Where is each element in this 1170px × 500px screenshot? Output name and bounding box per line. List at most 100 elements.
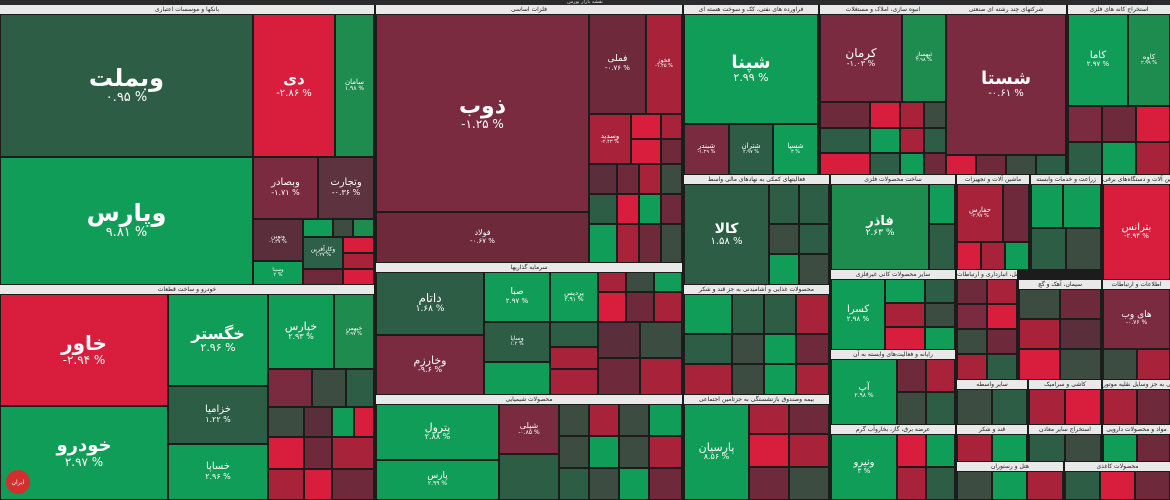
tile-small[interactable]	[589, 404, 619, 436]
tile-saman[interactable]: سامان ۱.۹۸ %	[335, 14, 374, 157]
tile-small[interactable]	[304, 437, 332, 469]
tile-small[interactable]	[900, 102, 924, 128]
tile-small[interactable]	[589, 224, 617, 263]
tile-small[interactable]	[897, 359, 926, 392]
tile-small[interactable]	[640, 322, 682, 358]
tile-fameli[interactable]: فملی -۰.۷۶ %	[589, 14, 646, 114]
tile-small[interactable]	[354, 407, 374, 437]
tile-small[interactable]	[1137, 389, 1170, 425]
tile-small[interactable]	[353, 219, 374, 237]
tile-small[interactable]	[1029, 389, 1065, 425]
tile-small[interactable]	[626, 272, 654, 292]
tile-small[interactable]	[1136, 142, 1170, 175]
tile-small[interactable]	[598, 358, 640, 395]
tile-small[interactable]	[957, 354, 987, 380]
tile-ap[interactable]: آپ ۲.۹۸ %	[831, 359, 897, 425]
tile-small[interactable]	[332, 407, 354, 437]
tile-small[interactable]	[1006, 155, 1036, 175]
tile-fekhooz[interactable]: فخوز -۱.۲۵ %	[646, 14, 682, 114]
tile-small[interactable]	[1063, 184, 1101, 228]
tile-dey[interactable]: دی -۲.۸۶ %	[253, 14, 335, 157]
tile-small[interactable]	[1060, 289, 1101, 319]
tile-small[interactable]	[619, 468, 649, 500]
tile-small[interactable]	[617, 194, 639, 224]
tile-small[interactable]	[1136, 106, 1170, 142]
tile-small[interactable]	[654, 272, 682, 292]
tile-small[interactable]	[1102, 106, 1136, 142]
tile-small[interactable]	[304, 407, 332, 437]
tile-small[interactable]	[1019, 289, 1060, 319]
tile-vsina[interactable]: وسینا ۲ %	[253, 261, 303, 285]
tile-small[interactable]	[639, 164, 661, 194]
tile-small[interactable]	[789, 404, 829, 434]
tile-small[interactable]	[749, 434, 789, 467]
tile-small[interactable]	[1103, 389, 1137, 425]
tile-bterans[interactable]: بترانس -۲.۹۴ %	[1103, 184, 1170, 280]
tile-small[interactable]	[1003, 184, 1029, 242]
tile-small[interactable]	[499, 454, 559, 500]
tile-small[interactable]	[589, 468, 619, 500]
tile-small[interactable]	[987, 279, 1017, 304]
tile-small[interactable]	[796, 294, 829, 334]
tile-small[interactable]	[929, 184, 955, 224]
tile-shetran[interactable]: شتران ۲.۹۷ %	[729, 124, 773, 175]
tile-small[interactable]	[684, 334, 732, 364]
tile-small[interactable]	[900, 128, 924, 153]
tile-small[interactable]	[789, 434, 829, 467]
tile-small[interactable]	[268, 407, 304, 437]
tile-small[interactable]	[1065, 434, 1101, 462]
tile-small[interactable]	[885, 279, 925, 303]
tile-small[interactable]	[619, 404, 649, 436]
tile-small[interactable]	[957, 242, 981, 270]
tile-small[interactable]	[1068, 106, 1102, 142]
tile-small[interactable]	[769, 254, 799, 285]
tile-small[interactable]	[1135, 471, 1170, 500]
tile-small[interactable]	[333, 219, 353, 237]
tile-small[interactable]	[626, 292, 654, 322]
tile-thehsaz[interactable]: ثبهساز ۲.۹۸ %	[902, 14, 946, 102]
tile-small[interactable]	[749, 404, 789, 434]
tile-small[interactable]	[639, 194, 661, 224]
tile-small[interactable]	[598, 272, 626, 292]
tile-small[interactable]	[924, 102, 946, 128]
tile-small[interactable]	[1103, 434, 1137, 462]
tile-vnirou[interactable]: ونیرو ۳ %	[831, 434, 897, 500]
tile-small[interactable]	[550, 322, 598, 347]
tile-small[interactable]	[268, 469, 304, 500]
tile-small[interactable]	[987, 329, 1017, 354]
tile-small[interactable]	[268, 437, 304, 469]
tile-shesppa[interactable]: شسپا ۳ %	[773, 124, 818, 175]
tile-small[interactable]	[1102, 142, 1136, 175]
tile-small[interactable]	[631, 114, 661, 139]
tile-khavar[interactable]: خاور -۲.۹۴ %	[0, 294, 168, 406]
tile-small[interactable]	[769, 224, 799, 254]
tile-small[interactable]	[957, 471, 992, 500]
tile-small[interactable]	[617, 164, 639, 194]
tile-small[interactable]	[649, 468, 682, 500]
tile-pars[interactable]: پارس ۲.۹۹ %	[376, 460, 499, 500]
tile-small[interactable]	[957, 304, 987, 329]
tile-small[interactable]	[1100, 471, 1135, 500]
tile-small[interactable]	[820, 128, 870, 153]
tile-small[interactable]	[925, 327, 955, 350]
tile-small[interactable]	[484, 362, 550, 395]
tile-kama[interactable]: کاما ۲.۹۷ %	[1068, 14, 1128, 106]
tile-vpars[interactable]: وپارس ۹.۸۱ %	[0, 157, 253, 285]
tile-small[interactable]	[885, 327, 925, 350]
tile-small[interactable]	[343, 237, 374, 253]
tile-small[interactable]	[946, 155, 976, 175]
tile-small[interactable]	[981, 242, 1005, 270]
tile-small[interactable]	[799, 254, 829, 285]
tile-hafaran[interactable]: حفارس -۲.۹۷ %	[957, 184, 1003, 242]
tile-small[interactable]	[796, 364, 829, 395]
tile-small[interactable]	[925, 279, 955, 303]
tile-small[interactable]	[897, 434, 926, 467]
tile-small[interactable]	[749, 467, 789, 500]
tile-small[interactable]	[925, 303, 955, 327]
tile-small[interactable]	[1137, 434, 1170, 462]
tile-small[interactable]	[870, 153, 900, 175]
tile-small[interactable]	[926, 392, 955, 425]
tile-kerman[interactable]: کرمان -۱.۰۳ %	[820, 14, 902, 102]
tile-small[interactable]	[1029, 434, 1065, 462]
tile-small[interactable]	[987, 354, 1017, 380]
